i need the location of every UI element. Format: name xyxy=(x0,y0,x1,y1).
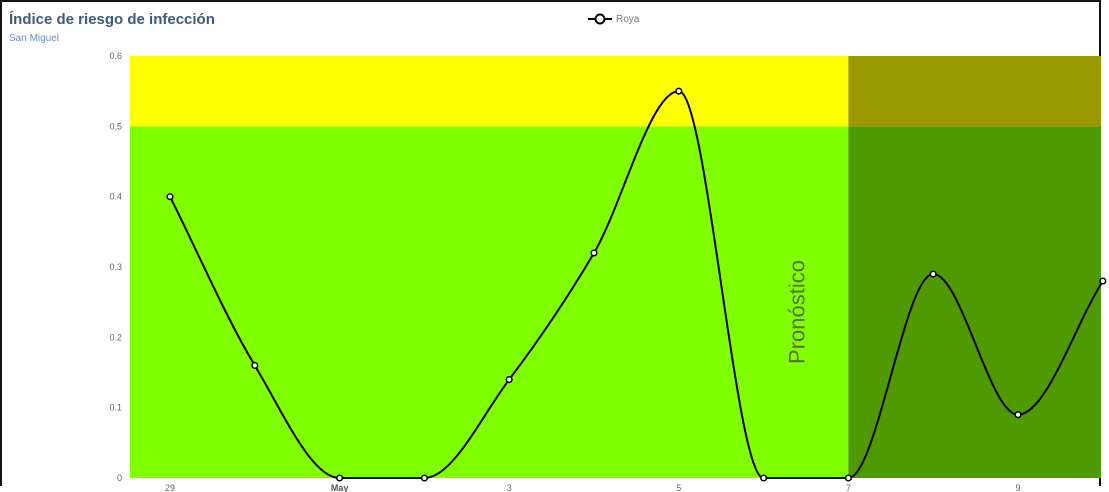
y-tick-label: 0 xyxy=(117,473,122,483)
forecast-band-1 xyxy=(848,56,1101,127)
data-point xyxy=(844,474,852,482)
data-point xyxy=(251,361,259,370)
data-point xyxy=(929,270,937,278)
legend-label: Roya xyxy=(616,13,640,25)
legend-line-marker-icon xyxy=(588,13,612,25)
x-tick-label: 29 xyxy=(165,483,175,492)
x-tick-label: May xyxy=(331,483,349,492)
y-tick-label: 0.4 xyxy=(109,192,122,202)
forecast-band-0 xyxy=(848,126,1101,478)
x-tick-label: 7 xyxy=(846,483,851,492)
y-tick-label: 0.6 xyxy=(109,51,122,61)
data-point xyxy=(590,249,598,257)
y-tick-label: 0.3 xyxy=(109,262,122,272)
data-point xyxy=(760,474,768,482)
chart-subtitle: San Miguel xyxy=(9,33,60,44)
risk-band-1 xyxy=(130,56,849,127)
y-tick-label: 0.5 xyxy=(109,121,122,131)
y-tick-label: 0.2 xyxy=(109,332,122,342)
data-point xyxy=(1099,277,1107,285)
x-tick-label: 9 xyxy=(1015,483,1020,492)
y-tick-label: 0.1 xyxy=(109,403,122,413)
x-tick-label: 5 xyxy=(676,483,681,492)
risk-band-0 xyxy=(130,126,849,478)
data-point xyxy=(505,375,513,384)
data-point xyxy=(420,474,428,482)
data-point xyxy=(166,193,174,201)
chart-title: Índice de riesgo de infección xyxy=(9,11,215,28)
data-point xyxy=(336,474,344,482)
data-point xyxy=(675,87,683,95)
data-point xyxy=(1014,411,1022,419)
legend-item-roya[interactable]: Roya xyxy=(588,11,639,27)
forecast-label: Pronóstico xyxy=(784,260,809,364)
x-tick-label: 3 xyxy=(507,483,512,492)
